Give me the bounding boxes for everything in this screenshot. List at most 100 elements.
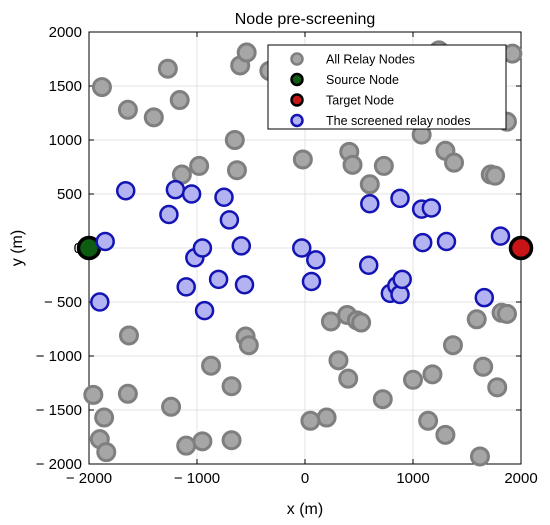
relay-node-point xyxy=(442,335,463,356)
y-tick-label: − 500 xyxy=(44,294,82,311)
legend-item-screened-relay-nodes-label: The screened relay nodes xyxy=(326,114,471,128)
relay-node-point xyxy=(161,396,182,417)
screened-relay-node-point xyxy=(231,236,252,256)
screened-relay-node-point xyxy=(301,271,322,292)
legend: All Relay Nodes Source Node Target Node The… xyxy=(267,44,507,130)
relay-node-point xyxy=(221,376,242,397)
x-tick-label: 0 xyxy=(301,470,309,487)
screened-relay-node-point xyxy=(306,250,326,270)
relay-node-point xyxy=(342,154,363,175)
legend-item-all-relay-nodes-marker xyxy=(290,52,304,66)
relay-node-point xyxy=(96,442,117,463)
relay-node-point xyxy=(226,160,247,181)
relay-node-point xyxy=(316,407,337,428)
screened-relay-node-point xyxy=(412,232,433,253)
relay-node-point xyxy=(192,431,213,452)
y-tick-label: − 2000 xyxy=(36,456,82,473)
chart-title: Node pre-screening xyxy=(235,11,376,28)
screened-relay-node-point xyxy=(292,238,312,258)
relay-node-point xyxy=(201,355,222,376)
screened-relay-node-point xyxy=(219,210,240,230)
screened-relay-node-point xyxy=(360,193,380,214)
relay-node-point xyxy=(338,368,359,389)
relay-node-point xyxy=(224,130,245,150)
relay-node-point xyxy=(435,424,456,445)
screened-relay-node-point xyxy=(165,179,186,200)
relay-node-point xyxy=(444,152,465,173)
relay-node-point xyxy=(117,383,138,404)
x-axis-label: x (m) xyxy=(287,501,323,518)
screened-relay-node-point xyxy=(392,269,412,290)
screened-relay-node-point xyxy=(176,277,196,297)
relay-node-point xyxy=(143,107,164,128)
relay-node-point xyxy=(91,77,112,98)
relay-node-point xyxy=(469,446,490,467)
relay-node-point xyxy=(403,369,423,390)
x-axis-ticks: − 2000 − 1000 0 1000 2000 xyxy=(66,32,538,487)
x-tick-label: 1000 xyxy=(396,470,429,487)
legend-item-source-node-label: Source Node xyxy=(326,73,399,87)
relay-node-point xyxy=(473,356,494,377)
relay-node-point xyxy=(189,155,210,176)
relay-node-point xyxy=(118,325,139,346)
relay-node-point xyxy=(236,42,257,63)
screened-relay-node-point xyxy=(436,231,457,252)
screened-relay-node-point xyxy=(159,204,179,225)
relay-node-point xyxy=(94,407,115,428)
relay-node-point xyxy=(359,174,380,195)
relay-node-point xyxy=(238,335,259,356)
y-tick-label: − 1500 xyxy=(36,402,82,419)
legend-item-source-node-marker xyxy=(290,72,304,87)
x-tick-label: − 2000 xyxy=(66,470,112,487)
relay-node-point xyxy=(487,377,508,398)
x-tick-label: − 1000 xyxy=(174,470,220,487)
screened-relay-node-point xyxy=(181,184,202,204)
y-axis-ticks: − 2000− 1500− 1000− 5000500100015002000 xyxy=(36,24,521,473)
relay-node-point xyxy=(169,90,190,111)
screened-relay-node-point xyxy=(115,181,136,201)
relay-node-point xyxy=(176,435,197,456)
y-tick-label: 1500 xyxy=(49,78,82,95)
relay-node-point xyxy=(320,311,341,332)
y-tick-label: 2000 xyxy=(49,24,82,41)
screened-relay-node-point xyxy=(358,255,379,276)
relay-node-point xyxy=(372,389,393,410)
relay-node-point xyxy=(373,155,394,176)
legend-item-all-relay-nodes-label: All Relay Nodes xyxy=(326,53,415,67)
y-tick-label: 1000 xyxy=(49,132,82,149)
relay-node-point xyxy=(83,384,104,405)
relay-node-point xyxy=(422,364,443,385)
screened-relay-node-point xyxy=(95,231,115,252)
relay-node-point xyxy=(292,149,313,170)
relay-node-point xyxy=(496,303,517,324)
screened-relay-node-point xyxy=(192,238,213,258)
relay-node-point xyxy=(466,309,487,330)
screened-relay-node-point xyxy=(421,198,442,218)
x-tick-label: 2000 xyxy=(504,470,537,487)
y-tick-label: 500 xyxy=(57,186,82,203)
relay-node-point xyxy=(221,430,242,451)
legend-item-target-node-label: Target Node xyxy=(326,94,394,108)
screened-relay-node-point xyxy=(390,188,410,209)
target-node-point xyxy=(508,235,534,261)
relay-node-point xyxy=(351,312,372,333)
relay-node-point xyxy=(117,99,138,120)
screened-relay-node-point xyxy=(194,300,215,321)
screened-relay-node-point xyxy=(208,269,229,290)
screened-relay-node-point xyxy=(474,287,495,308)
y-tick-label: − 1000 xyxy=(36,348,82,365)
legend-box xyxy=(267,44,507,130)
relay-node-point xyxy=(328,350,349,371)
screened-relay-node-point xyxy=(214,187,234,207)
y-axis-label: y (m) xyxy=(9,230,26,266)
relay-node-point xyxy=(418,410,439,431)
relay-node-point xyxy=(485,165,506,186)
relay-node-point xyxy=(300,410,321,431)
legend-item-target-node-marker xyxy=(290,93,304,107)
screened-relay-node-point xyxy=(234,274,255,295)
relay-node-point xyxy=(157,58,178,79)
screened-relay-node-point xyxy=(90,292,110,312)
legend-item-screened-relay-nodes-marker xyxy=(290,113,304,128)
screened-relay-node-point xyxy=(490,226,511,246)
